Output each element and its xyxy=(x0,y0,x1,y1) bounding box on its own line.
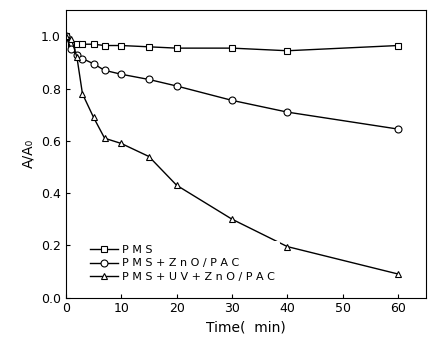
P M S + U V + Z n O / P A C xyxy=(69,37,74,41)
P M S + Z n O / P A C xyxy=(229,98,234,102)
X-axis label: Time(  min): Time( min) xyxy=(205,321,285,335)
P M S xyxy=(69,42,74,46)
P M S + U V + Z n O / P A C xyxy=(284,245,290,249)
P M S + U V + Z n O / P A C xyxy=(63,34,68,38)
P M S xyxy=(63,34,68,38)
P M S + Z n O / P A C xyxy=(80,56,85,61)
P M S xyxy=(74,42,79,46)
P M S + Z n O / P A C xyxy=(173,84,179,88)
P M S + Z n O / P A C xyxy=(102,68,107,73)
P M S xyxy=(102,43,107,48)
P M S + U V + Z n O / P A C xyxy=(229,217,234,221)
P M S xyxy=(91,42,96,46)
P M S + Z n O / P A C xyxy=(118,72,124,76)
P M S + U V + Z n O / P A C xyxy=(80,92,85,96)
P M S + Z n O / P A C xyxy=(91,62,96,66)
P M S xyxy=(146,45,151,49)
P M S + Z n O / P A C xyxy=(63,34,68,38)
P M S + U V + Z n O / P A C xyxy=(118,141,124,145)
P M S xyxy=(173,46,179,50)
P M S + U V + Z n O / P A C xyxy=(395,272,400,276)
P M S + Z n O / P A C xyxy=(146,77,151,81)
P M S xyxy=(118,43,124,48)
P M S + U V + Z n O / P A C xyxy=(74,55,79,59)
P M S + U V + Z n O / P A C xyxy=(91,115,96,119)
P M S xyxy=(284,49,290,53)
Y-axis label: A/A₀: A/A₀ xyxy=(21,139,35,169)
P M S + U V + Z n O / P A C xyxy=(173,183,179,187)
P M S + U V + Z n O / P A C xyxy=(146,155,151,159)
Line: P M S + U V + Z n O / P A C: P M S + U V + Z n O / P A C xyxy=(62,33,401,277)
Line: P M S + Z n O / P A C: P M S + Z n O / P A C xyxy=(62,33,401,133)
P M S + Z n O / P A C xyxy=(395,127,400,131)
P M S + U V + Z n O / P A C xyxy=(102,136,107,140)
P M S xyxy=(80,42,85,46)
P M S + Z n O / P A C xyxy=(284,110,290,114)
Line: P M S: P M S xyxy=(62,33,401,54)
P M S + Z n O / P A C xyxy=(74,53,79,57)
P M S + Z n O / P A C xyxy=(69,48,74,52)
Legend: P M S, P M S + Z n O / P A C, P M S + U V + Z n O / P A C: P M S, P M S + Z n O / P A C, P M S + U … xyxy=(85,241,279,286)
P M S xyxy=(229,46,234,50)
P M S xyxy=(395,43,400,48)
